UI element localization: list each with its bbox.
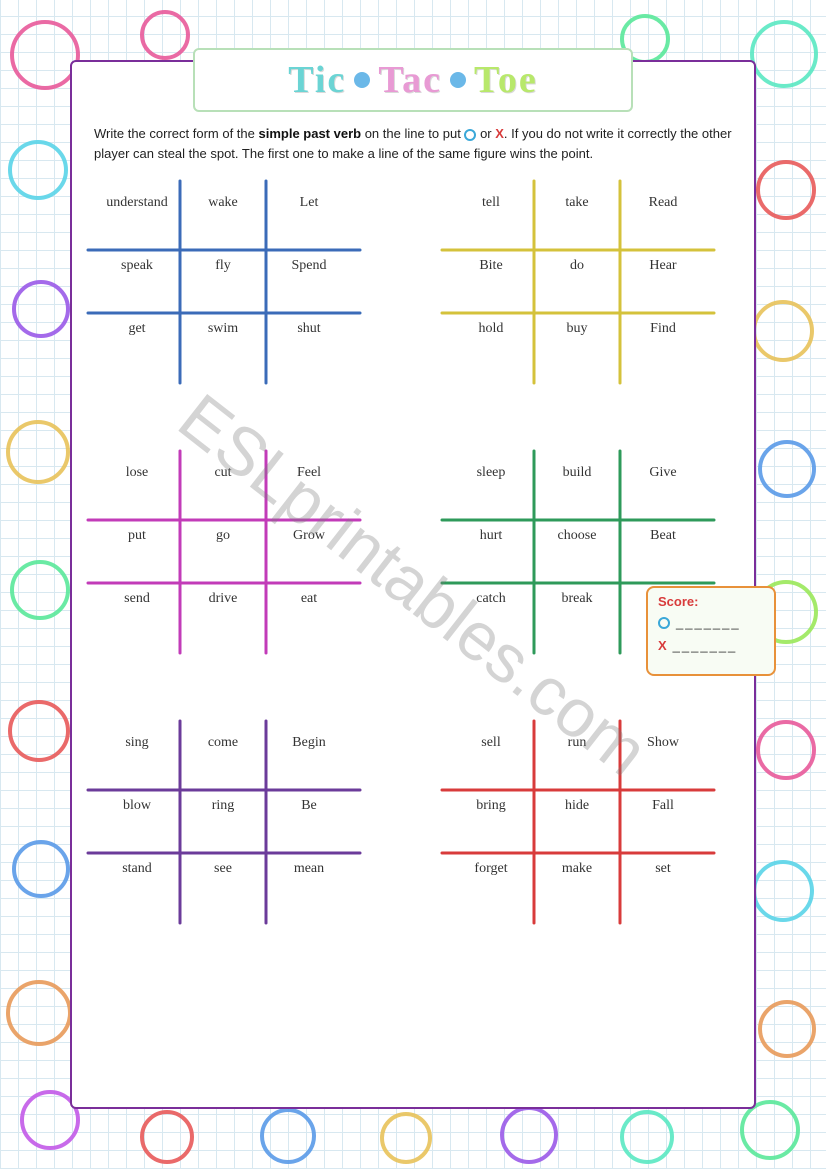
grid-cell[interactable]: blow — [94, 790, 180, 853]
score-row-o: _______ — [658, 615, 764, 630]
title-dot-icon — [354, 72, 370, 88]
grid-cell[interactable]: Spend — [266, 250, 352, 313]
grid-cell[interactable]: Feel — [266, 457, 352, 520]
grid-cell[interactable]: lose — [94, 457, 180, 520]
grid-cell[interactable]: hide — [534, 790, 620, 853]
instr-mid: on the line to put — [361, 126, 464, 141]
tictactoe-grid: losecutFeel putgoGrow senddriveeat — [94, 457, 354, 647]
grid-cell[interactable]: drive — [180, 583, 266, 646]
grid-cell[interactable]: Be — [266, 790, 352, 853]
grid-cell[interactable]: Give — [620, 457, 706, 520]
grid-cell[interactable]: Bite — [448, 250, 534, 313]
worksheet-frame: Write the correct form of the simple pas… — [70, 60, 756, 1109]
grid-cell[interactable]: break — [534, 583, 620, 646]
grid-cell[interactable]: speak — [94, 250, 180, 313]
grid-cell[interactable]: Beat — [620, 520, 706, 583]
grid-cell[interactable]: fly — [180, 250, 266, 313]
score-blank-o[interactable]: _______ — [676, 615, 741, 630]
tictactoe-grid: understandwakeLet speakflySpend getswimshu… — [94, 187, 354, 377]
instr-bold: simple past verb — [258, 126, 361, 141]
grid-cell[interactable]: see — [180, 853, 266, 916]
grid-cell[interactable]: sing — [94, 727, 180, 790]
grid-cell[interactable]: choose — [534, 520, 620, 583]
grid-cell[interactable]: mean — [266, 853, 352, 916]
instr-or: or — [476, 126, 495, 141]
grid-cell[interactable]: send — [94, 583, 180, 646]
score-blank-x[interactable]: _______ — [673, 638, 738, 653]
x-icon: X — [495, 126, 504, 141]
score-title: Score: — [658, 594, 764, 609]
grid-cell[interactable]: Begin — [266, 727, 352, 790]
grid-cell[interactable]: take — [534, 187, 620, 250]
grid-cell[interactable]: understand — [94, 187, 180, 250]
grid-cell[interactable]: come — [180, 727, 266, 790]
grid-cell[interactable]: run — [534, 727, 620, 790]
grid-cell[interactable]: bring — [448, 790, 534, 853]
grid-cell[interactable]: Let — [266, 187, 352, 250]
score-row-x: X _______ — [658, 638, 764, 653]
tictactoe-grid: singcomeBegin blowringBe standseemean — [94, 727, 354, 917]
grid-cell[interactable]: Show — [620, 727, 706, 790]
grid-cell[interactable]: sleep — [448, 457, 534, 520]
grid-cell[interactable]: make — [534, 853, 620, 916]
grid-cell[interactable]: go — [180, 520, 266, 583]
grid-cell[interactable]: shut — [266, 313, 352, 376]
grid-cell[interactable]: buy — [534, 313, 620, 376]
grid-cell[interactable]: Hear — [620, 250, 706, 313]
grid-cell[interactable]: build — [534, 457, 620, 520]
grid-cell[interactable]: Fall — [620, 790, 706, 853]
tictactoe-grid: telltakeRead BitedoHear holdbuyFind — [448, 187, 708, 377]
title-banner: Tic Tac Toe — [193, 48, 633, 112]
grid-cell[interactable]: Read — [620, 187, 706, 250]
score-box: Score: _______ X _______ — [646, 586, 776, 676]
grid-cell[interactable]: catch — [448, 583, 534, 646]
grid-cell[interactable]: tell — [448, 187, 534, 250]
x-icon: X — [658, 638, 667, 653]
grid-cell[interactable]: set — [620, 853, 706, 916]
grid-cell[interactable]: hold — [448, 313, 534, 376]
instructions-text: Write the correct form of the simple pas… — [94, 124, 732, 163]
circle-icon — [464, 129, 476, 141]
grid-cell[interactable]: Find — [620, 313, 706, 376]
title-word: Toe — [474, 58, 538, 102]
title-word: Tac — [378, 58, 442, 102]
instr-prefix: Write the correct form of the — [94, 126, 258, 141]
grid-cell[interactable]: sell — [448, 727, 534, 790]
title-word: Tic — [288, 58, 346, 102]
grid-cell[interactable]: wake — [180, 187, 266, 250]
grids-area: understandwakeLet speakflySpend getswimshu… — [94, 187, 732, 917]
grid-cell[interactable]: Grow — [266, 520, 352, 583]
grid-cell[interactable]: cut — [180, 457, 266, 520]
grid-cell[interactable]: stand — [94, 853, 180, 916]
tictactoe-grid: sellrunShow bringhideFall forgetmakeset — [448, 727, 708, 917]
grid-cell[interactable]: ring — [180, 790, 266, 853]
grid-cell[interactable]: forget — [448, 853, 534, 916]
grid-cell[interactable]: hurt — [448, 520, 534, 583]
grid-cell[interactable]: eat — [266, 583, 352, 646]
grid-cell[interactable]: swim — [180, 313, 266, 376]
grid-cell[interactable]: do — [534, 250, 620, 313]
title-dot-icon — [450, 72, 466, 88]
grid-cell[interactable]: put — [94, 520, 180, 583]
circle-icon — [658, 617, 670, 629]
grid-cell[interactable]: get — [94, 313, 180, 376]
